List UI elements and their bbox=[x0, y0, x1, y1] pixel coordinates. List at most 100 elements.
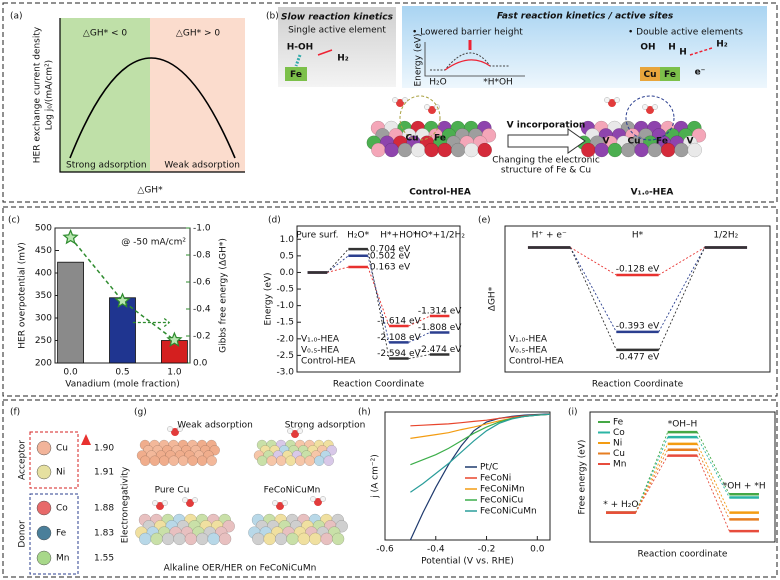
surface-atom bbox=[197, 455, 208, 466]
atom-label: V bbox=[687, 137, 694, 147]
x-axis-label: Reaction coordinate bbox=[638, 550, 728, 560]
axis-label: Energy (eV) bbox=[414, 33, 424, 86]
x-tick-label: 0.5 bbox=[115, 368, 129, 378]
atom-label: H bbox=[679, 48, 687, 58]
value-label: -1.314 eV bbox=[418, 307, 462, 317]
surface-atom bbox=[196, 532, 209, 546]
y-axis-label: HER overpotential (mV) bbox=[18, 242, 28, 348]
y-tick-label: -2.0 bbox=[276, 334, 294, 344]
surface-atom bbox=[437, 142, 453, 158]
bullet: • Lowered barrier height bbox=[412, 28, 523, 38]
series-line bbox=[410, 413, 551, 466]
y-axis-label: Energy (eV) bbox=[264, 272, 274, 325]
surface-atom bbox=[161, 532, 175, 546]
surface-atom bbox=[173, 532, 186, 546]
legend-label: Co bbox=[613, 428, 625, 438]
y-axis-label: j (A cm⁻²) bbox=[371, 454, 381, 498]
group-label: Donor bbox=[18, 520, 28, 548]
category-label: Pure surf. bbox=[296, 231, 338, 241]
hydrogen-atom bbox=[182, 497, 188, 503]
site bbox=[640, 67, 660, 81]
hydrogen-atom bbox=[392, 97, 398, 103]
x-axis-label: Reaction Coordinate bbox=[592, 380, 684, 390]
connector bbox=[569, 247, 617, 333]
x-tick-label: -0.6 bbox=[376, 545, 394, 555]
element-sphere bbox=[36, 525, 52, 541]
hydrogen-atom bbox=[152, 500, 158, 506]
surface-atom bbox=[206, 455, 217, 466]
x-axis-label: Potential (V vs. RHE) bbox=[421, 557, 514, 567]
surface-atom bbox=[285, 455, 296, 466]
connector bbox=[696, 449, 730, 520]
atom-label: OH bbox=[640, 43, 655, 53]
element-value: 1.88 bbox=[94, 504, 114, 514]
box-subtitle: Single active element bbox=[288, 26, 386, 36]
value-label: -2.108 eV bbox=[377, 333, 421, 343]
element-value: 1.55 bbox=[94, 554, 114, 564]
state-label: H₂O bbox=[429, 78, 446, 88]
model-label: Control-HEA bbox=[409, 188, 471, 198]
series-line bbox=[410, 413, 551, 493]
hydrogen-atom bbox=[614, 97, 620, 103]
panel-label: (d) bbox=[268, 216, 281, 226]
surface-atom bbox=[331, 532, 345, 546]
y-tick-label: 1.0 bbox=[280, 235, 295, 245]
arrow-note: Changing the electronic bbox=[492, 156, 600, 166]
bar bbox=[57, 261, 84, 364]
hydrogen-atom bbox=[310, 496, 316, 502]
connector bbox=[367, 255, 390, 343]
connector bbox=[635, 455, 669, 513]
hydrogen-atom bbox=[320, 496, 326, 502]
surface-atom bbox=[411, 142, 426, 158]
box-title: Fast reaction kinetics / active sites bbox=[497, 12, 674, 22]
arrow-head bbox=[81, 434, 91, 445]
connector bbox=[367, 266, 390, 327]
category-label: H⁺ + e⁻ bbox=[532, 231, 567, 241]
value-label: 0.704 eV bbox=[370, 245, 411, 255]
connector bbox=[696, 443, 730, 513]
category-label: H*+HO* bbox=[380, 231, 418, 241]
y-tick-label: 500 bbox=[35, 224, 52, 234]
panel-label: (e) bbox=[478, 216, 491, 226]
reaction-arrow bbox=[689, 47, 713, 56]
group-label: Acceptor bbox=[18, 440, 28, 480]
panel-label: (c) bbox=[8, 216, 20, 226]
surface-atom bbox=[149, 455, 160, 466]
atom-label: Fe bbox=[434, 134, 446, 144]
y-tick-label: 350 bbox=[35, 291, 52, 301]
donor-box bbox=[29, 493, 79, 575]
connector bbox=[658, 247, 706, 333]
axis-label: Electronegativity bbox=[121, 466, 131, 543]
surface-atom bbox=[286, 532, 299, 546]
caption: FeCoNiCuMn bbox=[264, 486, 321, 496]
value-label: 0.502 eV bbox=[370, 251, 411, 261]
element-sphere bbox=[36, 440, 52, 456]
surface-atom bbox=[207, 532, 220, 546]
region-label: △GH* > 0 bbox=[176, 29, 220, 39]
y-tick-label: 0.5 bbox=[280, 251, 294, 261]
hydrogen-atom bbox=[402, 97, 408, 103]
value-label: -2.594 eV bbox=[377, 349, 421, 359]
surface-atom bbox=[178, 455, 189, 466]
highlight bbox=[625, 95, 675, 141]
acceptor-box bbox=[29, 431, 79, 489]
y2-tick-label: -0.8 bbox=[193, 251, 211, 261]
surface-atom bbox=[477, 142, 492, 158]
hydrogen-atom bbox=[162, 500, 168, 506]
surface-atom bbox=[266, 455, 277, 466]
surface-atom bbox=[168, 455, 179, 466]
x-tick-label: 1.0 bbox=[167, 368, 182, 378]
y-axis-label: Free energy (eV) bbox=[578, 440, 588, 515]
highlight bbox=[399, 95, 441, 141]
surface-atom bbox=[320, 532, 333, 546]
hydrogen-atom bbox=[287, 428, 293, 434]
x-axis-label: △GH* bbox=[137, 186, 163, 196]
panel-label: (f) bbox=[10, 408, 20, 418]
arrow-note: structure of Fe & Cu bbox=[501, 166, 591, 176]
y-tick-label: 200 bbox=[35, 359, 52, 369]
y2-tick-label: 0.0 bbox=[193, 359, 208, 369]
connector bbox=[570, 247, 617, 276]
site-label: Cu bbox=[643, 70, 656, 80]
fast-box bbox=[402, 6, 767, 88]
